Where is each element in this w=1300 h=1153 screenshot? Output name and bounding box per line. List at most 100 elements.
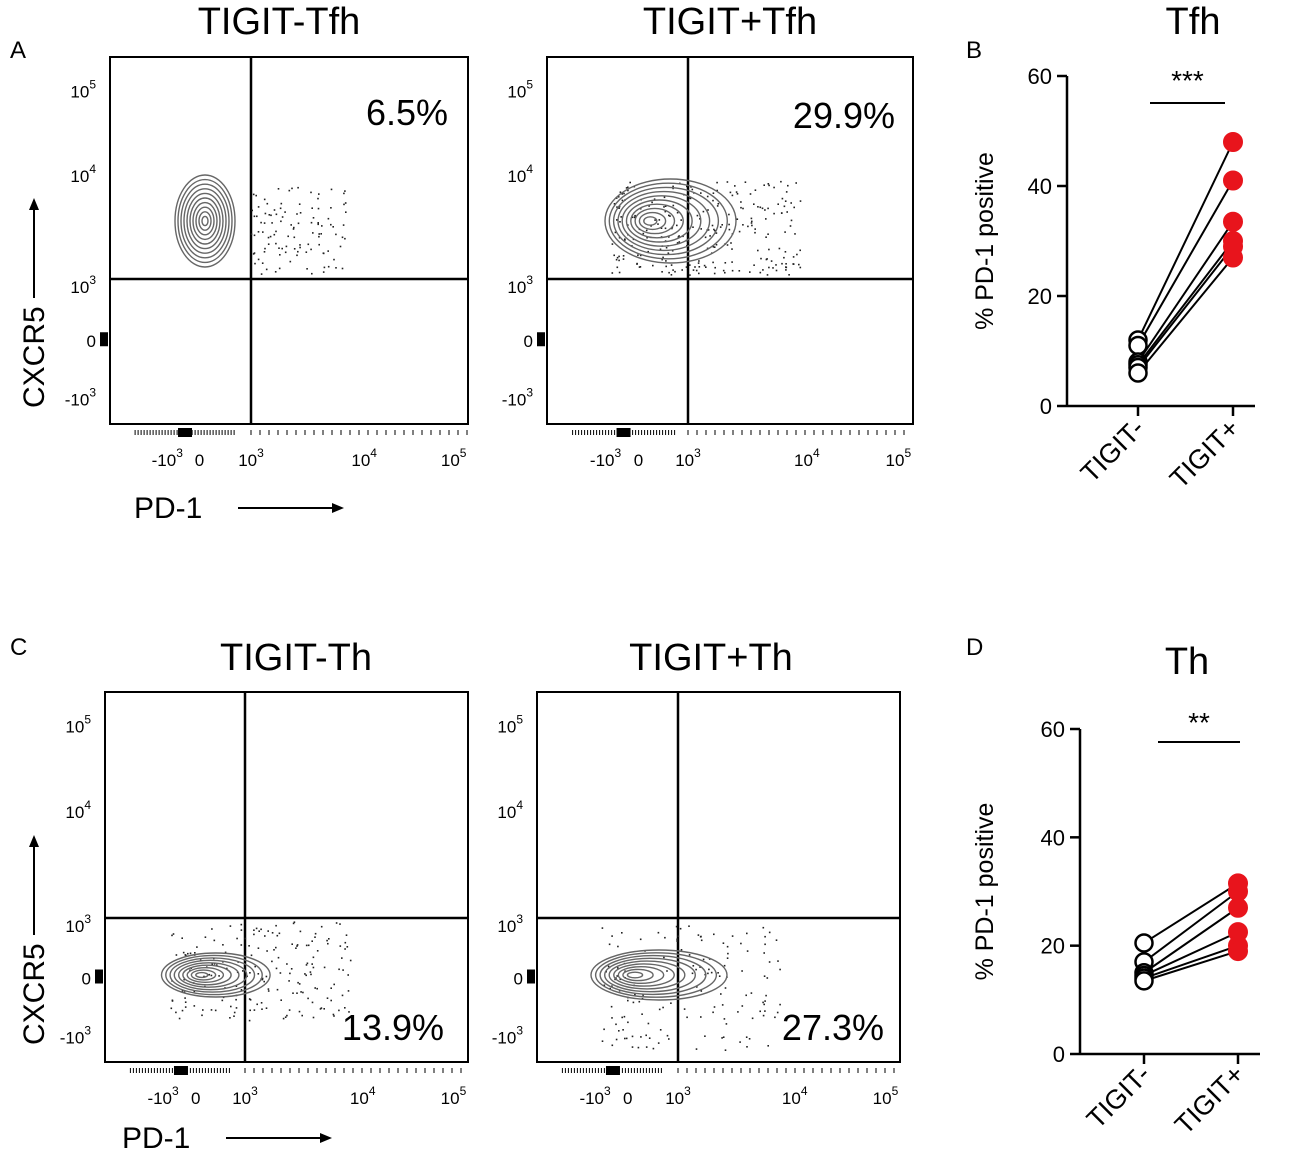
event-dot xyxy=(740,942,742,945)
event-dot xyxy=(320,233,322,235)
event-dot xyxy=(333,983,335,986)
panel-label-c: C xyxy=(10,634,27,661)
event-dot xyxy=(229,1017,231,1019)
event-dot xyxy=(631,1046,634,1048)
event-dot xyxy=(712,192,715,194)
y-tick-label-exp: 3 xyxy=(526,273,533,287)
x-tick-label: 103 xyxy=(238,446,264,470)
event-dot xyxy=(182,951,185,954)
event-dot xyxy=(299,244,301,246)
event-dot xyxy=(260,273,263,275)
event-dot xyxy=(738,230,741,233)
event-dot xyxy=(790,202,792,204)
y-tick-label: 104 xyxy=(497,798,523,822)
y-tick-label: 40 xyxy=(1041,825,1065,850)
event-dot xyxy=(645,1046,648,1048)
x-tick-label: 104 xyxy=(351,446,377,470)
event-dot xyxy=(339,945,342,947)
contour-line xyxy=(608,960,686,990)
event-dot xyxy=(249,1009,251,1012)
y-tick-label-base: 0 xyxy=(524,332,533,351)
event-dot xyxy=(607,965,610,968)
event-dot xyxy=(345,211,347,213)
event-dot xyxy=(742,207,744,210)
event-dot xyxy=(262,231,264,233)
event-dot xyxy=(621,199,624,202)
x-category-label: TIGIT- xyxy=(1075,413,1150,488)
event-dot xyxy=(720,993,722,995)
event-dot xyxy=(692,269,695,271)
contour-line xyxy=(622,968,654,982)
event-dot xyxy=(261,977,264,980)
event-dot xyxy=(330,999,332,1002)
event-dot xyxy=(784,251,787,253)
y-axis-title: % PD-1 positive xyxy=(971,803,999,981)
event-dot xyxy=(696,986,698,988)
event-dot xyxy=(292,922,295,925)
y-tick-label: 0 xyxy=(524,332,533,351)
event-dot xyxy=(746,950,749,952)
event-dot xyxy=(724,987,727,989)
event-dot xyxy=(275,924,277,927)
event-dot xyxy=(793,206,795,209)
event-dot xyxy=(235,1007,238,1009)
event-dot xyxy=(686,185,688,188)
contour-line xyxy=(617,966,665,985)
event-dot xyxy=(707,209,709,211)
event-dot xyxy=(799,249,801,252)
event-dot xyxy=(692,226,694,228)
event-dot xyxy=(248,998,251,1000)
pair-connector-line xyxy=(1137,180,1234,346)
event-dot xyxy=(754,189,757,191)
event-dot xyxy=(618,259,620,262)
x-tick-label-base: 10 xyxy=(886,451,905,470)
event-dot xyxy=(288,980,290,982)
event-dot xyxy=(725,1023,728,1025)
y-tick-label-exp: 5 xyxy=(516,713,523,727)
event-dot xyxy=(722,1036,725,1038)
event-dot xyxy=(767,1045,769,1047)
event-dot xyxy=(273,233,276,236)
event-dot xyxy=(311,207,313,209)
event-dot xyxy=(689,274,691,276)
pair-connector-line xyxy=(1137,141,1234,341)
event-dot xyxy=(300,991,302,993)
event-dot xyxy=(762,1001,764,1004)
x-tick-label-base: 0 xyxy=(623,1089,632,1108)
flow-plot-frame xyxy=(109,56,469,425)
event-dot xyxy=(171,1000,174,1002)
event-dot xyxy=(614,231,617,234)
event-dot xyxy=(323,266,326,269)
y-zero-tick-cluster xyxy=(95,969,103,984)
event-dot xyxy=(794,233,796,235)
event-dot xyxy=(311,1001,314,1004)
event-dot xyxy=(767,207,769,210)
event-dot xyxy=(312,217,315,219)
tigit-positive-point xyxy=(1223,132,1243,152)
event-dot xyxy=(291,943,293,945)
event-dot xyxy=(616,256,619,259)
event-dot xyxy=(765,218,767,220)
event-dot xyxy=(726,244,729,246)
event-dot xyxy=(783,256,785,259)
event-dot xyxy=(662,256,664,259)
event-dot xyxy=(702,210,705,213)
event-dot xyxy=(721,1004,724,1006)
event-dot xyxy=(310,221,313,224)
x-tick-label-base: -10 xyxy=(152,451,177,470)
event-dot xyxy=(675,925,678,928)
event-dot xyxy=(322,252,325,255)
event-dot xyxy=(741,1005,744,1007)
event-dot xyxy=(615,1023,617,1026)
event-dot xyxy=(768,248,770,251)
event-dot xyxy=(257,231,260,233)
event-dot xyxy=(781,197,784,200)
pair-connector-line xyxy=(1137,240,1234,366)
event-dot xyxy=(343,203,345,206)
event-dot xyxy=(317,207,320,210)
event-dot xyxy=(297,222,300,225)
event-dot xyxy=(665,246,668,249)
x-zero-tick-cluster xyxy=(173,1066,188,1075)
contour-line xyxy=(183,188,227,254)
panel-label-b: B xyxy=(966,37,982,64)
